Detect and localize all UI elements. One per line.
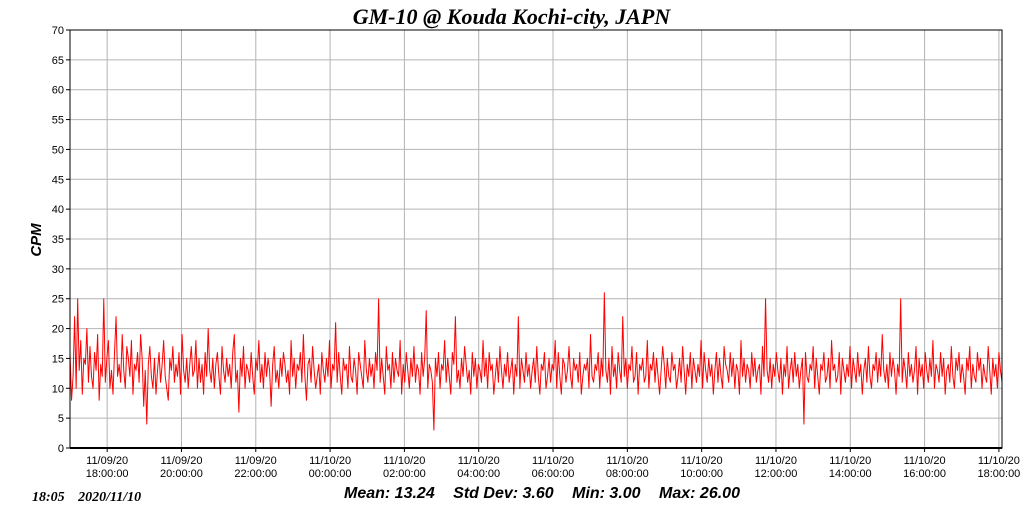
series-line: [69, 292, 1003, 431]
x-tick-label-date: 11/09/20: [235, 455, 277, 467]
x-tick-label-time: 20:00:00: [160, 468, 203, 480]
x-tick-label-time: 12:00:00: [755, 468, 798, 480]
x-axis-ticks: 11/09/2018:00:0011/09/2020:00:0011/09/20…: [86, 448, 1020, 480]
chart-title: GM-10 @ Kouda Kochi-city, JAPN: [352, 4, 671, 29]
y-tick-label: 40: [52, 204, 64, 216]
x-tick-label-date: 11/10/20: [755, 455, 797, 467]
x-tick-label-date: 11/10/20: [458, 455, 500, 467]
x-tick-label-time: 04:00:00: [457, 468, 500, 480]
y-axis-ticks: 0 5 10 15 20 25 30 35 40 45 50 55 60 65 70: [52, 25, 70, 455]
y-tick-label: 10: [52, 383, 64, 395]
x-tick-label-time: 08:00:00: [606, 468, 649, 480]
series-group: [69, 292, 1003, 431]
x-tick-label-time: 10:00:00: [680, 468, 723, 480]
y-tick-label: 25: [52, 294, 64, 306]
x-tick-label-time: 06:00:00: [532, 468, 575, 480]
x-tick-label-time: 18:00:00: [86, 468, 129, 480]
x-tick-label-time: 18:00:00: [977, 468, 1020, 480]
x-tick-label-time: 16:00:00: [903, 468, 946, 480]
y-tick-label: 30: [52, 264, 64, 276]
y-tick-label: 35: [52, 234, 64, 246]
y-tick-label: 5: [58, 413, 64, 425]
y-tick-label: 70: [52, 25, 64, 37]
x-tick-label-date: 11/10/20: [606, 455, 648, 467]
x-tick-label-date: 11/10/20: [383, 455, 425, 467]
y-tick-label: 65: [52, 55, 64, 67]
timestamp: 18:05 2020/11/10: [32, 490, 151, 506]
timestamp-date: 2020/11/10: [78, 490, 142, 505]
x-tick-label-date: 11/09/20: [160, 455, 202, 467]
x-tick-label-date: 11/10/20: [309, 455, 351, 467]
stat-max: Max: 26.00: [659, 485, 740, 502]
y-tick-label: 0: [58, 443, 64, 455]
x-tick-label-date: 11/09/20: [86, 455, 128, 467]
x-tick-label-time: 14:00:00: [829, 468, 872, 480]
stat-std-dev: Std Dev: 3.60: [453, 485, 554, 502]
stats-bar: Mean: 13.24 Std Dev: 3.60 Min: 3.00 Max:…: [344, 485, 754, 503]
stat-mean: Mean: 13.24: [344, 485, 435, 502]
x-tick-label-date: 11/10/20: [904, 455, 946, 467]
x-tick-label-date: 11/10/20: [978, 455, 1020, 467]
stat-min: Min: 3.00: [572, 485, 641, 502]
x-tick-label-date: 11/10/20: [532, 455, 574, 467]
grid-lines: [70, 30, 1002, 448]
x-tick-label-time: 00:00:00: [309, 468, 352, 480]
y-tick-label: 60: [52, 85, 64, 97]
x-tick-label-time: 02:00:00: [383, 468, 426, 480]
x-tick-label-date: 11/10/20: [681, 455, 723, 467]
x-tick-label-time: 22:00:00: [234, 468, 277, 480]
y-tick-label: 50: [52, 144, 64, 156]
y-tick-label: 45: [52, 174, 64, 186]
timestamp-time: 18:05: [32, 490, 65, 505]
y-axis-label: CPM: [28, 223, 45, 257]
y-tick-label: 15: [52, 353, 64, 365]
y-tick-label: 55: [52, 115, 64, 127]
x-tick-label-date: 11/10/20: [829, 455, 871, 467]
y-tick-label: 20: [52, 324, 64, 336]
